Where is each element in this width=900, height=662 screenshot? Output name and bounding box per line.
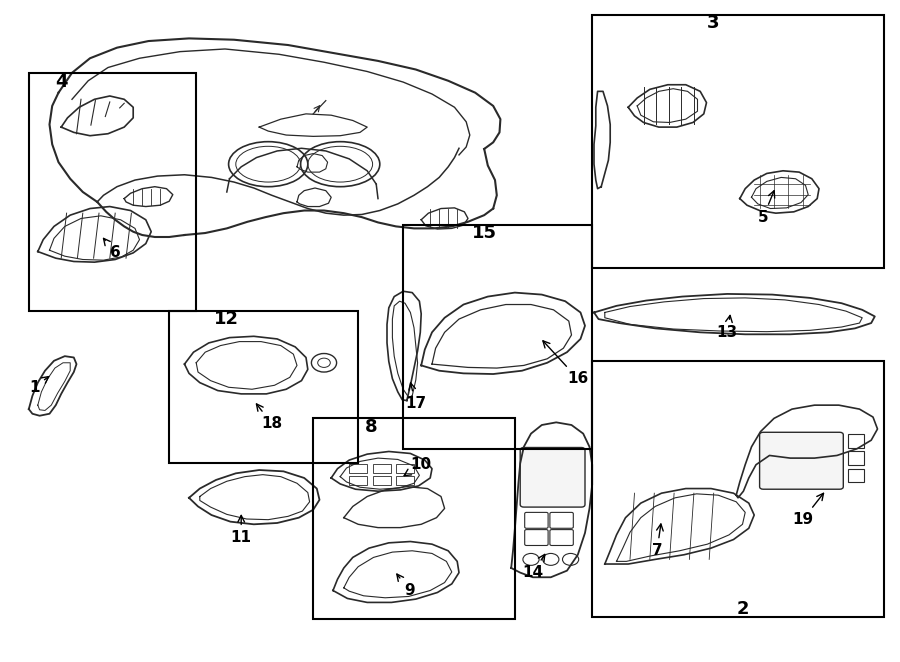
FancyBboxPatch shape — [760, 432, 843, 489]
Text: 12: 12 — [214, 310, 239, 328]
Bar — [592, 361, 884, 617]
Bar — [592, 15, 884, 268]
Text: 4: 4 — [55, 73, 68, 91]
Bar — [373, 476, 391, 485]
Bar — [313, 418, 515, 619]
Text: 17: 17 — [405, 383, 427, 411]
Bar — [396, 476, 414, 485]
Bar — [349, 476, 367, 485]
Bar — [349, 464, 367, 473]
Bar — [29, 73, 196, 311]
Text: 16: 16 — [543, 341, 589, 386]
Text: 10: 10 — [404, 457, 432, 475]
Bar — [848, 469, 864, 482]
Bar — [848, 451, 864, 465]
Text: 5: 5 — [758, 191, 775, 224]
Bar — [169, 311, 358, 463]
Text: 13: 13 — [716, 315, 738, 340]
Text: 8: 8 — [364, 418, 377, 436]
Text: 3: 3 — [706, 14, 719, 32]
FancyBboxPatch shape — [520, 448, 585, 507]
Bar — [403, 225, 592, 449]
Text: 15: 15 — [472, 224, 497, 242]
Text: 19: 19 — [792, 493, 824, 527]
Bar — [848, 434, 864, 448]
Text: 1: 1 — [29, 377, 49, 395]
Text: 6: 6 — [104, 238, 121, 260]
Text: 11: 11 — [230, 516, 252, 545]
Bar — [373, 464, 391, 473]
Text: 18: 18 — [256, 404, 283, 431]
Text: 2: 2 — [736, 600, 749, 618]
Bar — [396, 464, 414, 473]
Text: 9: 9 — [397, 574, 415, 598]
Text: 7: 7 — [652, 524, 663, 558]
Text: 14: 14 — [522, 554, 544, 580]
